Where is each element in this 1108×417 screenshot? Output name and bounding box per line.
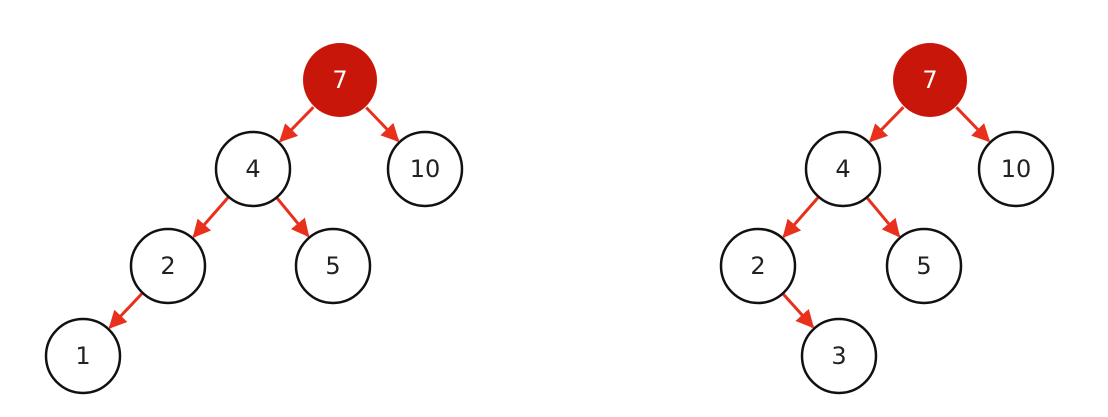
tree-node-n7: 7 bbox=[303, 43, 377, 117]
edge-m7-m10 bbox=[955, 106, 991, 143]
node-label: 7 bbox=[922, 66, 937, 94]
edges-layer bbox=[108, 106, 991, 329]
node-label: 5 bbox=[325, 252, 340, 280]
edge-m7-m4 bbox=[869, 106, 905, 143]
node-circle bbox=[885, 227, 963, 305]
node-label: 10 bbox=[410, 155, 441, 183]
node-label: 3 bbox=[831, 342, 846, 370]
edge-n4-n2 bbox=[192, 196, 230, 239]
edge-n2-n1 bbox=[108, 292, 143, 329]
node-label: 4 bbox=[245, 155, 260, 183]
node-label: 1 bbox=[75, 342, 90, 370]
tree-node-m7: 7 bbox=[893, 43, 967, 117]
edge-m4-m2 bbox=[782, 196, 820, 239]
node-circle bbox=[294, 227, 372, 305]
node-circle bbox=[893, 43, 967, 117]
node-circle bbox=[386, 130, 464, 208]
nodes-layer: 7 4 10 2 5 1 7 4 10 2 5 3 bbox=[44, 43, 1055, 395]
tree-node-n2: 2 bbox=[129, 227, 207, 305]
node-label: 4 bbox=[835, 155, 850, 183]
tree-node-m10: 10 bbox=[977, 130, 1055, 208]
node-circle bbox=[303, 43, 377, 117]
node-circle bbox=[800, 317, 878, 395]
node-circle bbox=[44, 317, 122, 395]
node-circle bbox=[804, 130, 882, 208]
edge-n7-n4 bbox=[279, 106, 315, 143]
edge-m4-m5 bbox=[866, 197, 901, 238]
tree-node-m4: 4 bbox=[804, 130, 882, 208]
tree-node-n10: 10 bbox=[386, 130, 464, 208]
node-circle bbox=[719, 227, 797, 305]
node-circle bbox=[129, 227, 207, 305]
tree-node-m3: 3 bbox=[800, 317, 878, 395]
node-label: 7 bbox=[332, 66, 347, 94]
node-label: 5 bbox=[916, 252, 931, 280]
tree-node-m2: 2 bbox=[719, 227, 797, 305]
edge-m2-m3 bbox=[782, 293, 815, 329]
edge-n4-n5 bbox=[276, 197, 310, 238]
tree-node-n5: 5 bbox=[294, 227, 372, 305]
node-circle bbox=[977, 130, 1055, 208]
tree-node-n4: 4 bbox=[214, 130, 292, 208]
node-circle bbox=[214, 130, 292, 208]
edge-n7-n10 bbox=[365, 106, 400, 143]
node-label: 10 bbox=[1001, 155, 1032, 183]
tree-node-n1: 1 bbox=[44, 317, 122, 395]
node-label: 2 bbox=[750, 252, 765, 280]
node-label: 2 bbox=[160, 252, 175, 280]
tree-node-m5: 5 bbox=[885, 227, 963, 305]
